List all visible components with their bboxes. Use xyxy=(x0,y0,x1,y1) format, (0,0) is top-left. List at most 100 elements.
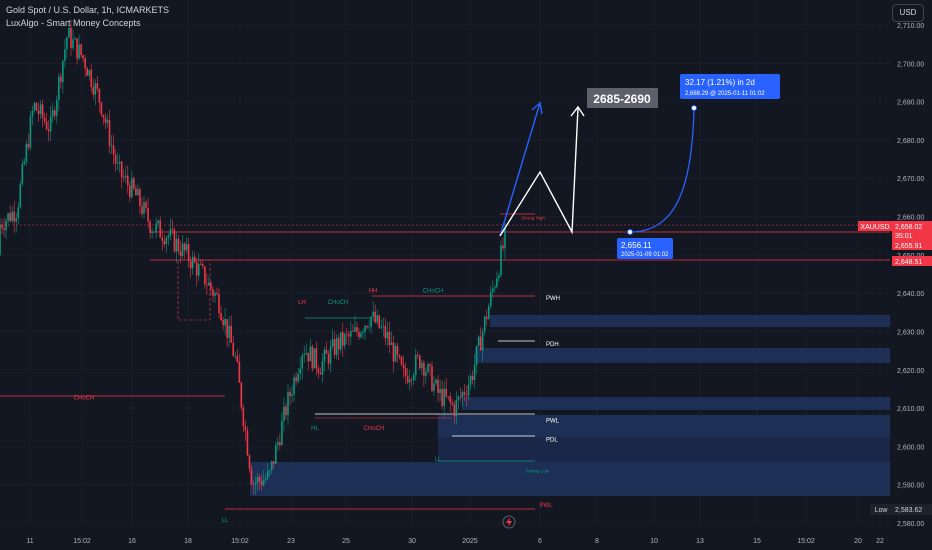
candle-body xyxy=(429,364,431,367)
projection-blue-arrowhead xyxy=(531,101,543,115)
candle-body xyxy=(70,27,72,48)
zone-4 xyxy=(438,415,890,437)
time-tick: 20 xyxy=(854,538,862,545)
symbol-tag xyxy=(858,221,892,231)
measure-curve xyxy=(629,107,695,233)
candle-body xyxy=(47,129,50,132)
candle-body xyxy=(64,49,66,61)
candle-body xyxy=(230,325,233,343)
candle-body xyxy=(204,266,206,285)
candle-body xyxy=(149,221,151,233)
candle-body xyxy=(171,228,174,230)
smc-label: CHoCH xyxy=(423,288,444,294)
candle-body xyxy=(406,376,409,383)
smc-label: PWL xyxy=(546,419,560,425)
price-axis-bg xyxy=(892,0,932,550)
time-tick: 18 xyxy=(184,538,192,545)
candle-body xyxy=(55,99,58,116)
candle-body xyxy=(469,376,472,385)
zone-2 xyxy=(475,348,890,363)
candle-body xyxy=(29,116,32,148)
candle-body xyxy=(313,348,316,369)
level2-text: 2,648.51 xyxy=(895,259,922,266)
candle-body xyxy=(360,332,362,338)
zone-5 xyxy=(438,437,890,462)
candle-body xyxy=(467,384,470,396)
candle-body xyxy=(177,238,180,252)
candle-body xyxy=(179,251,182,256)
candle-body xyxy=(45,121,48,130)
candle-body xyxy=(394,345,397,362)
price-tick: 2,600.00 xyxy=(897,444,924,451)
candle-body xyxy=(68,27,70,38)
lightning-icon-glyph xyxy=(506,517,512,527)
candle-body xyxy=(285,406,287,416)
candle-body xyxy=(210,282,212,290)
candle-body xyxy=(7,213,9,221)
candle-body xyxy=(463,392,466,395)
zone-6 xyxy=(250,462,890,496)
candle-body xyxy=(410,379,413,381)
candle-body xyxy=(335,338,338,355)
candle-body xyxy=(370,316,372,327)
countdown-text: 35:01 xyxy=(895,233,913,240)
candle-body xyxy=(145,202,147,208)
time-tick: 23 xyxy=(287,538,295,545)
time-tick: 25 xyxy=(342,538,350,545)
candle-body xyxy=(374,311,377,323)
candle-body xyxy=(133,178,135,189)
candle-body xyxy=(500,245,502,276)
candle-body xyxy=(76,38,78,59)
candle-body xyxy=(396,345,399,356)
candle-body xyxy=(465,394,468,396)
candle-body xyxy=(88,69,91,76)
candle-body xyxy=(246,430,249,456)
candle-body xyxy=(86,68,89,76)
time-tick: 16 xyxy=(128,538,136,545)
time-axis-ticks: 11 15:02 16 18 15:02 23 25 30 2025 6 8 10 13 15 15:02 2… xyxy=(26,538,884,545)
candle-body xyxy=(94,83,97,95)
candle-body xyxy=(187,244,190,262)
candle-body xyxy=(147,207,149,222)
currency-button[interactable]: USD xyxy=(892,4,924,22)
lightning-icon[interactable] xyxy=(502,515,516,529)
candle-body xyxy=(301,355,303,369)
candle-body xyxy=(348,334,350,337)
low-value-tag xyxy=(892,504,932,515)
candle-body xyxy=(159,220,162,238)
candle-body xyxy=(404,368,407,377)
candle-body xyxy=(492,288,494,292)
candle-body xyxy=(141,206,143,214)
candle-body xyxy=(356,327,358,333)
time-tick: 15:02 xyxy=(797,538,815,545)
candle-body xyxy=(287,392,289,416)
candle-body xyxy=(78,44,80,59)
candle-body xyxy=(439,388,441,393)
candle-body xyxy=(272,461,275,464)
candle-body xyxy=(279,442,281,445)
price-tick: 2,690.00 xyxy=(897,100,924,107)
candle-body xyxy=(124,175,127,178)
candle-body xyxy=(252,484,255,486)
candle-body xyxy=(126,175,129,186)
candle-body xyxy=(114,154,117,164)
candle-body xyxy=(19,183,22,208)
candle-body xyxy=(321,361,324,375)
candle-body xyxy=(352,331,354,332)
candle-body xyxy=(143,202,145,214)
candle-body xyxy=(317,368,320,374)
candle-body xyxy=(153,231,155,233)
candle-body xyxy=(390,342,393,345)
candle-body xyxy=(471,376,474,380)
demand-zones xyxy=(177,259,890,496)
projection-white-arrowhead xyxy=(570,105,585,117)
candle-body xyxy=(181,243,184,256)
candle-body xyxy=(161,237,164,241)
candle-body xyxy=(66,37,68,50)
measure-label-box xyxy=(680,74,780,99)
candle-body xyxy=(1,224,3,229)
candle-body xyxy=(189,261,192,269)
candle-body xyxy=(392,342,395,362)
price-tick: 2,700.00 xyxy=(897,61,924,68)
